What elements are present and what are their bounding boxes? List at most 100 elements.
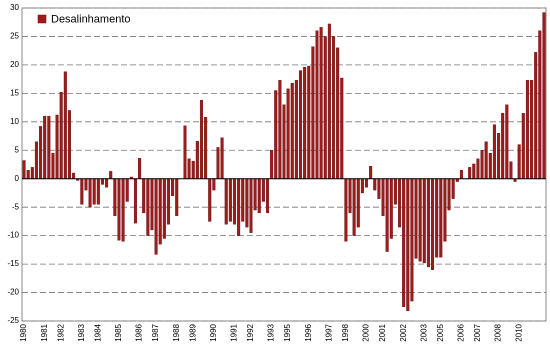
bar [96, 178, 100, 205]
bar [261, 178, 265, 202]
bar [220, 137, 224, 179]
x-tick-label: 2000 [362, 323, 371, 341]
bar [113, 178, 117, 216]
bar [59, 92, 63, 179]
bar [439, 178, 443, 258]
bar [183, 125, 187, 179]
x-tick-label: 1981 [40, 323, 49, 341]
bar [534, 52, 538, 179]
bar [199, 99, 204, 179]
bar [166, 178, 170, 225]
bar [298, 70, 303, 179]
bar [426, 178, 430, 268]
bar [92, 178, 96, 205]
bar [431, 178, 435, 270]
x-tick-label: 2002 [399, 323, 408, 341]
bar [257, 178, 261, 214]
x-tick-label: 2001 [378, 323, 387, 341]
y-tick-label: 10 [10, 117, 19, 126]
bar [270, 150, 274, 179]
bar [47, 115, 51, 179]
y-tick-label: 20 [10, 60, 19, 69]
bar [468, 167, 472, 179]
bar [497, 132, 501, 179]
bar [204, 117, 208, 179]
y-tick-label: -5 [12, 202, 20, 211]
bar [406, 178, 410, 311]
y-tick-label: 0 [15, 174, 20, 183]
bar [336, 47, 340, 179]
x-tick-label: 1988 [172, 323, 181, 341]
bar [26, 169, 30, 179]
bar [484, 141, 488, 179]
bar [249, 178, 253, 233]
x-tick-label: 1983 [77, 323, 86, 341]
bar [241, 178, 245, 222]
bar [389, 178, 393, 239]
bar [517, 144, 521, 179]
bar [290, 82, 294, 179]
bar [402, 178, 406, 307]
bar [414, 178, 418, 259]
x-tick-label: 2003 [419, 323, 428, 341]
bar [191, 160, 195, 179]
bar [373, 178, 377, 191]
bar [509, 161, 513, 179]
bar [117, 178, 121, 241]
bar [385, 178, 389, 252]
bar [530, 80, 534, 179]
bar [274, 90, 278, 179]
bar [100, 178, 104, 185]
bar [51, 152, 55, 179]
bar [39, 126, 43, 179]
bar [443, 178, 447, 242]
y-tick-label: 15 [10, 88, 19, 97]
bar [323, 36, 327, 179]
bar [435, 178, 439, 258]
x-tick-label: 1998 [341, 323, 350, 341]
bar [327, 23, 331, 179]
bar [67, 110, 71, 179]
bar [525, 80, 529, 179]
bar [22, 160, 26, 179]
bar [125, 178, 129, 202]
bar [138, 158, 142, 179]
bar [286, 88, 290, 179]
bar [216, 147, 220, 179]
x-tick-label: 1980 [19, 323, 28, 341]
bar [30, 167, 34, 179]
bar [133, 178, 137, 224]
bar [88, 178, 92, 208]
legend-swatch [37, 14, 47, 24]
bar [232, 178, 237, 225]
bar [501, 113, 505, 179]
bar [488, 152, 492, 179]
y-tick-label: 25 [10, 32, 19, 41]
bar [451, 178, 455, 199]
bar [265, 178, 270, 214]
bar [208, 178, 212, 222]
x-tick-label: 2010 [514, 323, 523, 341]
bar [476, 158, 480, 179]
bar [34, 141, 38, 179]
bar [472, 163, 476, 179]
bar [505, 104, 509, 179]
x-tick-label: 1993 [267, 323, 276, 341]
bar [538, 30, 542, 179]
bar [356, 178, 360, 228]
x-tick-label: 1997 [324, 323, 333, 341]
bar [84, 178, 88, 191]
bar [245, 178, 249, 228]
bar [212, 178, 216, 191]
bar [319, 27, 323, 179]
bar [315, 30, 319, 179]
bar [72, 172, 76, 179]
x-tick-label: 2008 [494, 323, 503, 341]
bar [521, 113, 525, 179]
bar [542, 12, 546, 179]
bar [253, 178, 257, 211]
y-tick-label: 30 [10, 3, 19, 12]
legend-label: Desalinhamento [51, 13, 131, 25]
bar [63, 71, 67, 179]
x-tick-label: 1990 [209, 323, 218, 341]
